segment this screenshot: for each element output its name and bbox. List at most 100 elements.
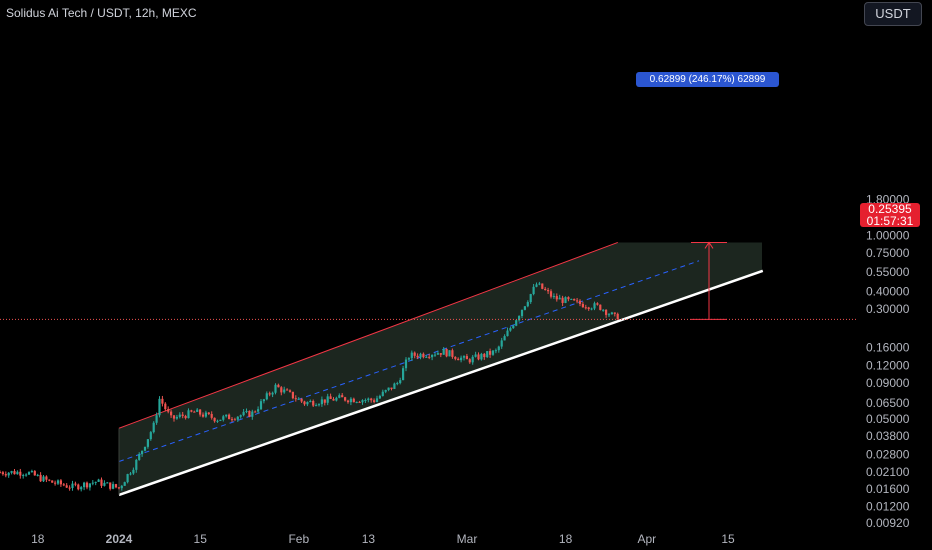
x-tick-label: 13 [362, 532, 376, 546]
candle-body [62, 484, 65, 486]
candle-body [399, 380, 402, 384]
candle-body [280, 387, 283, 393]
candle-body [135, 459, 138, 470]
candle-body [178, 414, 181, 417]
candle-body [126, 474, 129, 483]
candle-body [407, 358, 410, 360]
candle-body [71, 483, 74, 489]
candle-body [306, 402, 309, 405]
candle-body [460, 357, 463, 361]
candle-body [535, 284, 538, 287]
y-tick-label: 0.30000 [866, 302, 910, 316]
candle-body [361, 400, 364, 403]
candle-body [578, 300, 582, 304]
candle-body [283, 389, 286, 393]
candle-body [329, 396, 332, 400]
candle-body [538, 283, 541, 285]
x-tick-label: 2024 [106, 532, 133, 546]
y-tick-label: 0.06500 [866, 396, 910, 410]
countdown: 01:57:31 [866, 214, 914, 228]
x-tick-label: 18 [31, 532, 45, 546]
candle-body [22, 475, 25, 477]
candle-body [143, 446, 147, 451]
y-tick-label: 1.80000 [866, 192, 910, 206]
candle-body [175, 416, 178, 419]
candle-body [529, 294, 532, 303]
candle-body [114, 484, 118, 488]
candle-body [390, 387, 393, 389]
candle-body [158, 398, 161, 416]
channel-drawing[interactable] [118, 241, 764, 497]
candle-body [419, 353, 422, 358]
candle-body [555, 296, 558, 300]
candle-body [448, 350, 451, 357]
candle-body [457, 358, 460, 361]
candle-body [56, 480, 60, 484]
measure-label: 0.62899 (246.17%) 62899 [636, 72, 779, 87]
candle-body [436, 353, 439, 355]
candles [0, 281, 858, 492]
candle-body [294, 398, 297, 400]
y-tick-label: 0.01600 [866, 482, 910, 496]
candle-body [242, 411, 245, 416]
candle-body [216, 420, 219, 422]
candle-body [570, 298, 573, 300]
candle-body [375, 398, 379, 402]
candle-body [85, 482, 89, 488]
candle-body [494, 350, 497, 352]
candle-body [77, 484, 80, 490]
measure-tool[interactable] [691, 241, 727, 320]
chart-title: Solidus Ai Tech / USDT, 12h, MEXC [6, 6, 197, 20]
x-tick-label: 18 [559, 532, 573, 546]
candle-body [1, 472, 4, 475]
candle-body [248, 410, 251, 417]
candle-body [277, 384, 280, 388]
time-axis[interactable]: 18 2024 15 Feb 13 Mar 18 Apr 15 [31, 532, 735, 546]
candle-body [439, 353, 442, 355]
channel-upper-line[interactable] [118, 241, 618, 429]
x-tick-label: 15 [721, 532, 735, 546]
candle-body [576, 300, 579, 302]
candle-body [117, 487, 120, 489]
candle-body [0, 472, 2, 474]
candle-body [274, 384, 277, 393]
y-tick-label: 0.12000 [866, 358, 910, 372]
candle-body [442, 348, 445, 355]
candle-body [413, 352, 416, 356]
candle-body [523, 306, 526, 310]
candle-body [251, 411, 254, 417]
channel-lower-line[interactable] [118, 269, 764, 497]
measure-arrow [704, 241, 714, 249]
candle-body [167, 409, 170, 412]
y-tick-label: 0.40000 [866, 284, 910, 298]
y-tick-label: 0.75000 [866, 246, 910, 260]
candle-body [326, 396, 329, 403]
candle-body [112, 484, 115, 489]
candle-body [471, 356, 474, 363]
candle-body [65, 485, 68, 488]
candle-body [486, 351, 489, 358]
candle-body [355, 401, 358, 403]
y-tick-label: 0.55000 [866, 265, 910, 279]
candle-body [68, 487, 71, 489]
last-price: 0.25395 [868, 202, 912, 216]
candle-body [193, 411, 196, 413]
candle-body [33, 471, 36, 476]
candle-body [364, 399, 367, 401]
candle-body [541, 283, 544, 289]
candle-body [51, 480, 54, 483]
candle-body [558, 297, 561, 300]
currency-button[interactable]: USDT [864, 2, 922, 26]
price-axis[interactable]: 1.800001.300001.000000.750000.550000.400… [866, 192, 910, 530]
candle-body [462, 356, 466, 358]
candle-body [338, 395, 341, 398]
candle-body [39, 474, 42, 482]
candle-body [123, 482, 126, 486]
candle-body [201, 414, 205, 417]
candle-body [207, 412, 210, 414]
candle-body [561, 297, 564, 303]
candle-body [152, 422, 155, 433]
channel-midline [118, 260, 700, 462]
candle-body [480, 353, 483, 360]
